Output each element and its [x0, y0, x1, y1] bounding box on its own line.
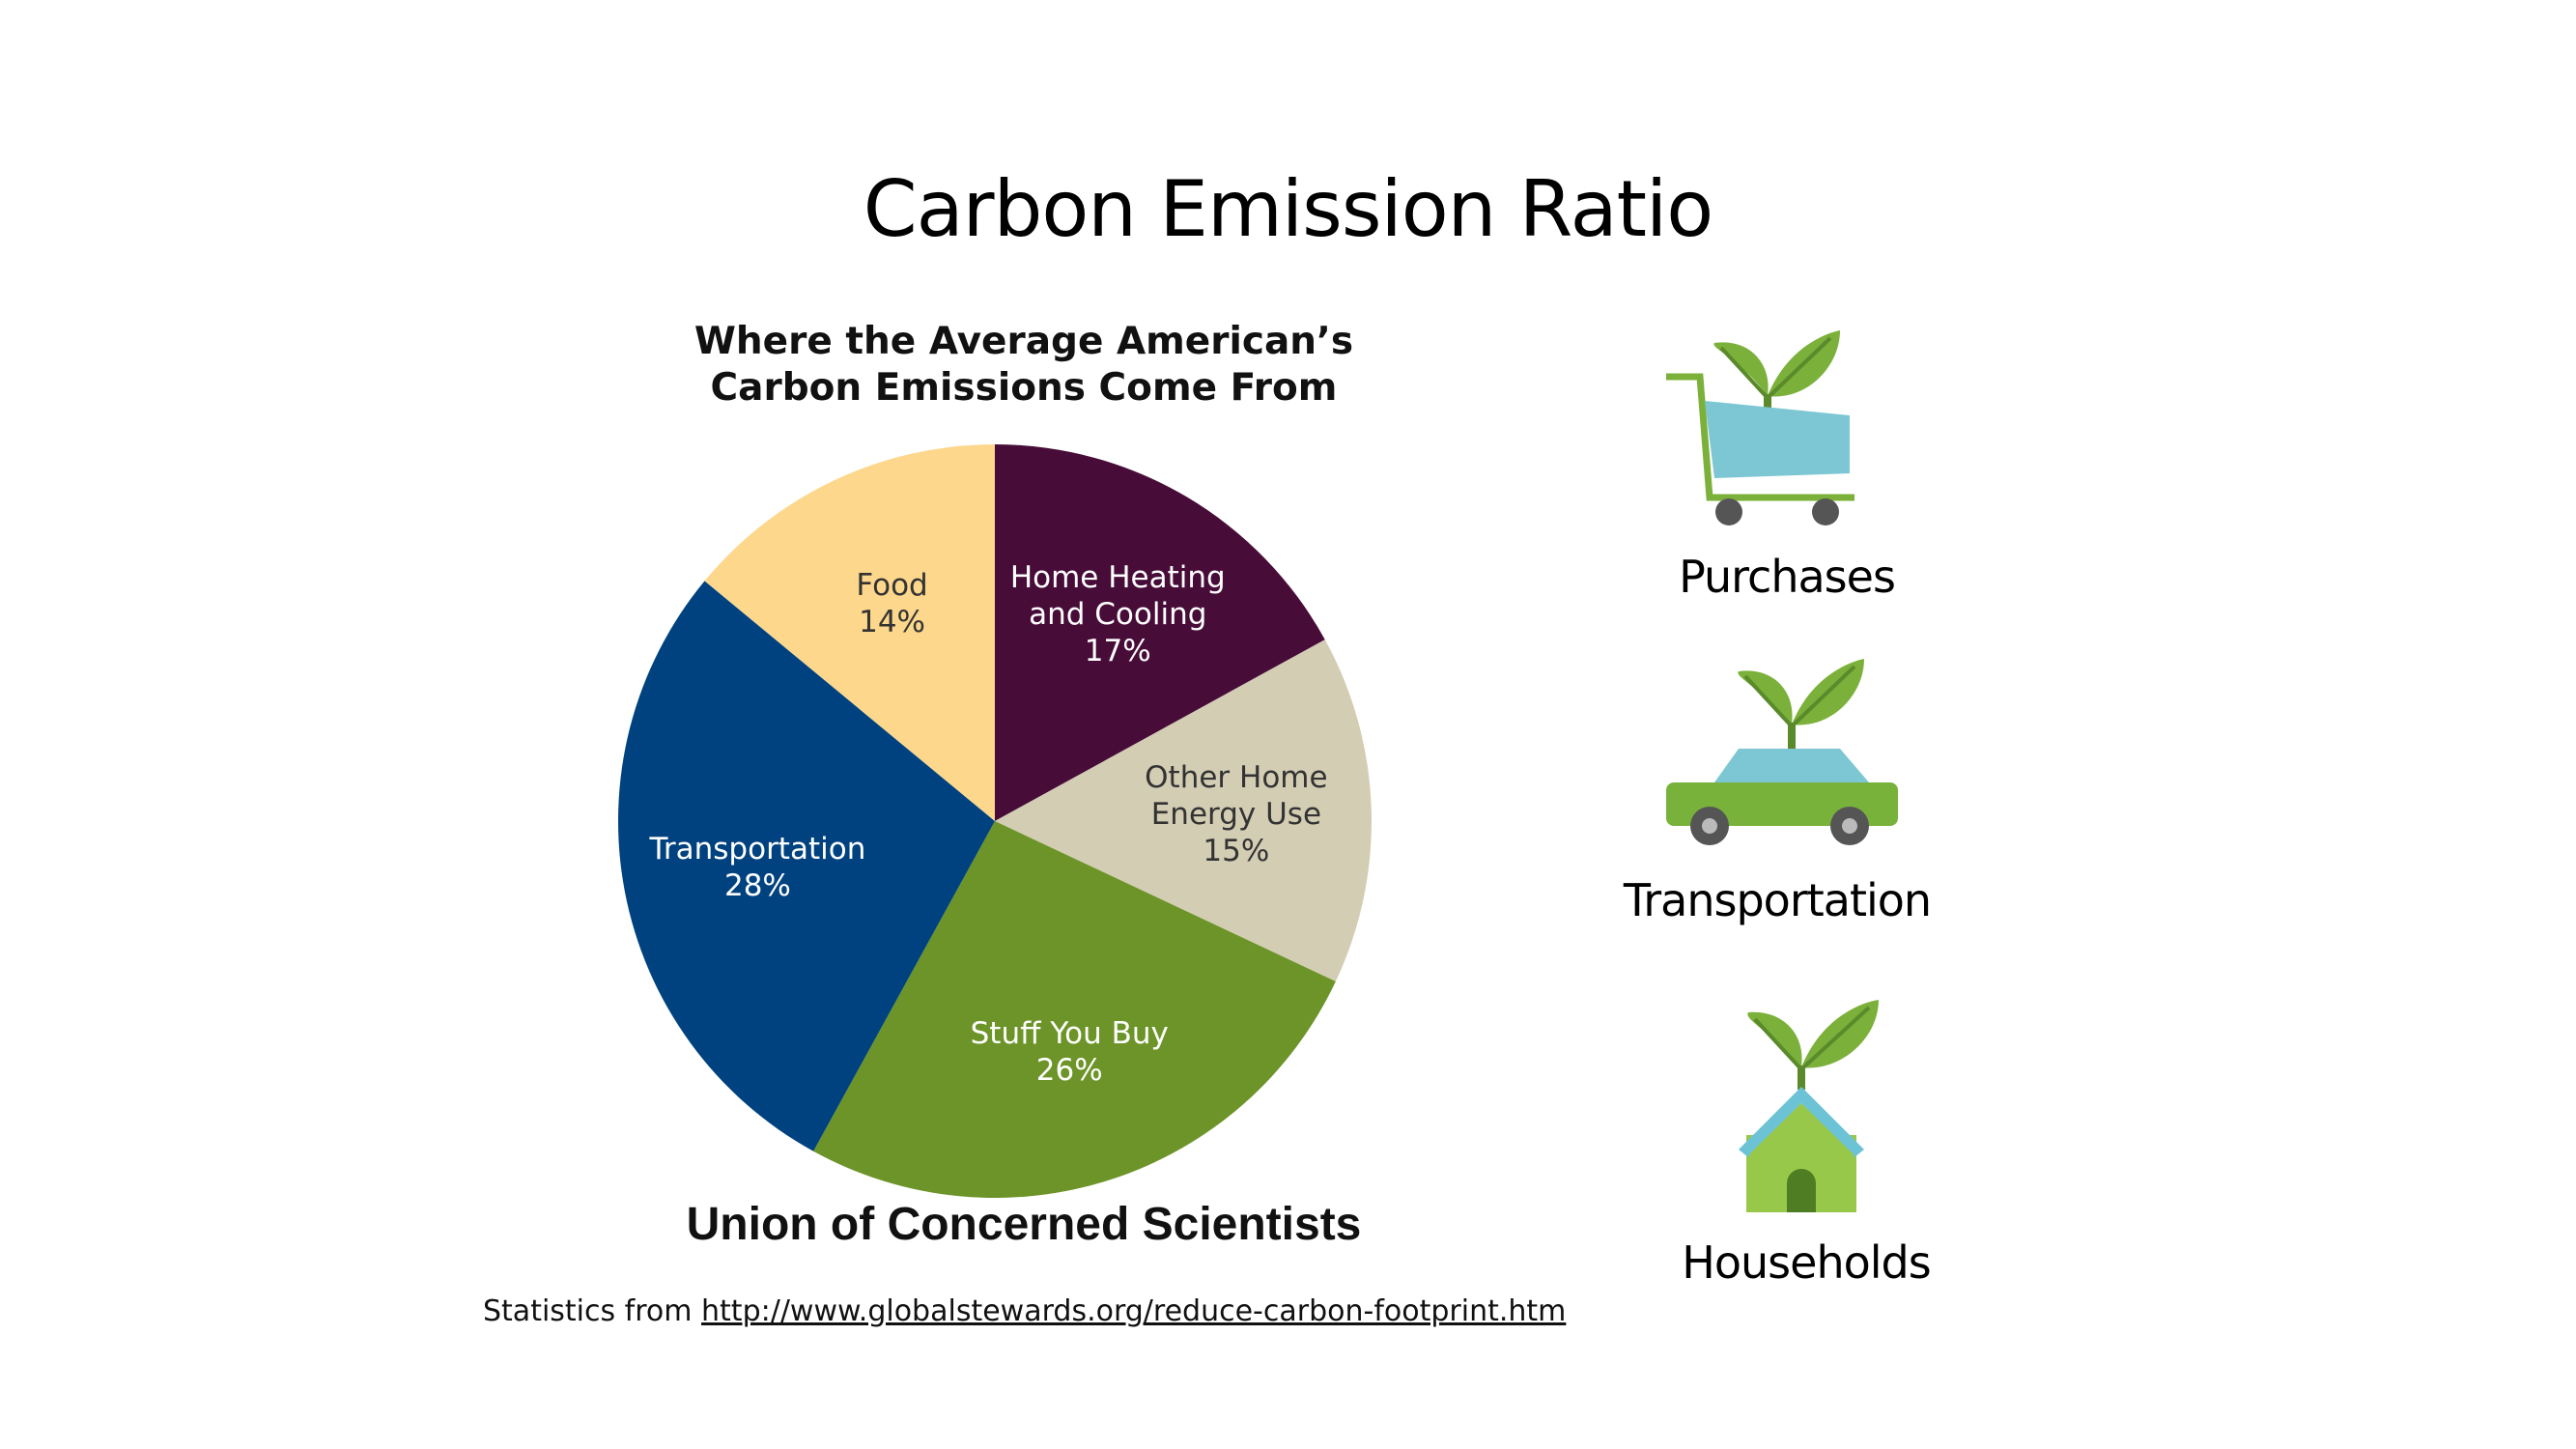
- pie-slice-label-line: Other Home: [1145, 760, 1327, 795]
- pie-slice-label: Food 14%: [856, 568, 927, 639]
- icon-label-transportation: Transportation: [1623, 874, 1932, 926]
- pie-slice-value: 14%: [859, 605, 925, 639]
- pie-slice-value: 26%: [1036, 1053, 1103, 1088]
- pie-slice: [704, 444, 995, 821]
- slide-title: Carbon Emission Ratio: [863, 164, 1713, 254]
- statistics-link[interactable]: http://www.globalstewards.org/reduce-car…: [701, 1294, 1567, 1328]
- pie-chart: Home Heating and Cooling 17% Other Home Ener…: [618, 444, 1372, 1198]
- icon-label-purchases: Purchases: [1679, 551, 1896, 603]
- statistics-source: Statistics from http://www.globalsteward…: [483, 1294, 1566, 1328]
- pie-slice: [995, 444, 1325, 821]
- pie-slice-value: 17%: [1085, 634, 1151, 668]
- leaf-pair: [1738, 659, 1864, 756]
- pie-slice: [813, 821, 1336, 1198]
- pie-slice-label-line: Food: [856, 568, 927, 603]
- chart-title: Where the Average American’s Carbon Emis…: [541, 319, 1507, 412]
- pie-slice-label-line: Transportation: [649, 832, 866, 867]
- pie-slice-label: Home Heating and Cooling 17%: [1010, 560, 1226, 668]
- leaf-pair: [1713, 330, 1840, 418]
- pie-slice-label-line: Stuff You Buy: [971, 1016, 1169, 1051]
- chart-title-line-2: Carbon Emissions Come From: [710, 366, 1338, 410]
- pie-slice-label: Transportation 28%: [649, 832, 866, 903]
- car-plant-icon: [1666, 659, 1898, 845]
- pie-slice-value: 15%: [1203, 834, 1269, 868]
- house-plant-icon: [1739, 1000, 1879, 1212]
- leaf-pair: [1747, 1000, 1879, 1090]
- pie-slice-label: Stuff You Buy 26%: [971, 1016, 1169, 1088]
- icon-label-households: Households: [1682, 1236, 1931, 1289]
- pie-slice: [618, 581, 995, 1151]
- pie-slice-label-line: Home Heating: [1010, 560, 1226, 595]
- pie-slice-label-line: Energy Use: [1151, 797, 1321, 832]
- chart-credit: Union of Concerned Scientists: [686, 1199, 1362, 1250]
- statistics-prefix: Statistics from: [483, 1294, 702, 1328]
- pie-slice: [995, 639, 1372, 982]
- shopping-cart-plant-icon: [1666, 330, 1854, 526]
- pie-slice-label: Other Home Energy Use 15%: [1145, 760, 1327, 868]
- pie-slice-label-line: and Cooling: [1029, 597, 1206, 632]
- chart-title-line-1: Where the Average American’s: [694, 320, 1354, 363]
- pie-slice-value: 28%: [724, 868, 791, 903]
